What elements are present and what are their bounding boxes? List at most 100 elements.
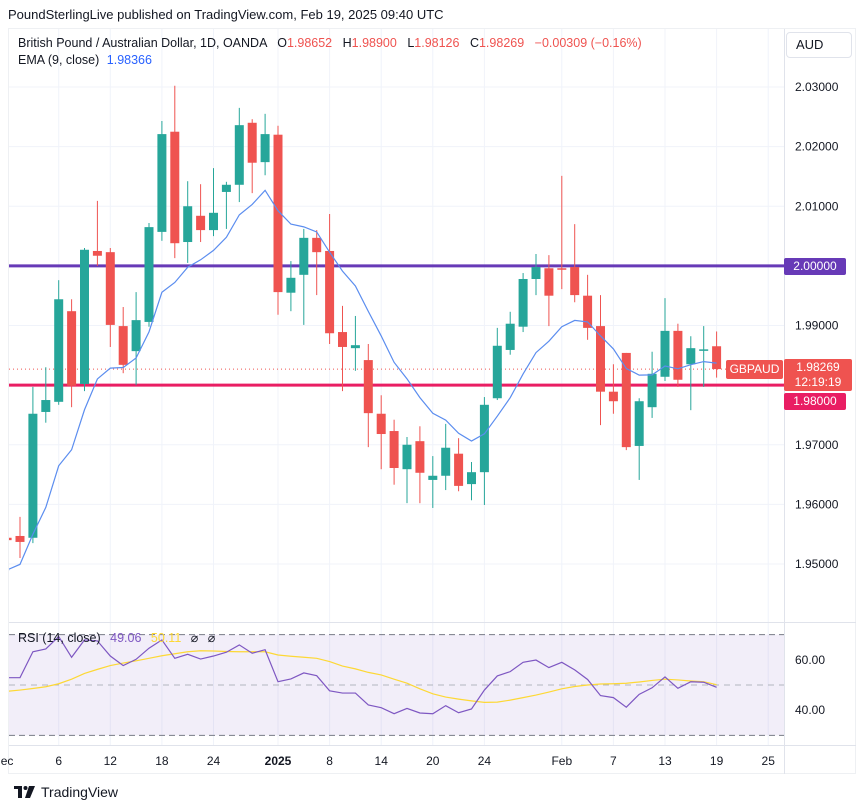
candle-body xyxy=(234,125,244,185)
price-axis-label: 1.96000 xyxy=(795,497,839,511)
candle-body xyxy=(621,352,631,448)
rsi-ma-value: 50.11 xyxy=(150,631,182,645)
candle-body xyxy=(28,413,38,538)
candle-body xyxy=(518,278,528,327)
level-198-tag: 1.98000 xyxy=(784,393,846,410)
candle-body xyxy=(699,349,709,351)
candle-body xyxy=(273,134,283,293)
candle-body xyxy=(9,537,12,541)
ema-line xyxy=(9,189,717,572)
chart-frame xyxy=(8,28,856,774)
tradingview-brand: TradingView xyxy=(41,784,119,800)
rsi-extra-2: ⌀ xyxy=(207,631,216,645)
tradingview-logo[interactable]: TradingView xyxy=(14,784,118,800)
symbol-price-tag: GBPAUD xyxy=(726,360,783,379)
candle-body xyxy=(570,267,580,296)
time-axis-label: 12 xyxy=(104,754,118,768)
candle-body xyxy=(260,134,270,163)
candle-body xyxy=(325,250,335,334)
candle-body xyxy=(118,326,128,365)
close-value: 1.98269 xyxy=(478,36,525,50)
candle-body xyxy=(312,237,322,253)
candle-body xyxy=(363,360,373,414)
price-axis-label: 2.01000 xyxy=(795,199,839,213)
published-header: PoundSterlingLive published on TradingVi… xyxy=(8,7,444,22)
price-axis-label: 1.97000 xyxy=(795,438,839,452)
time-axis-label: 18 xyxy=(155,754,169,768)
price-axis-label: 2.02000 xyxy=(795,140,839,154)
open-value: 1.98652 xyxy=(286,36,333,50)
candle-body xyxy=(196,215,206,231)
candle-body xyxy=(247,122,257,163)
time-axis-label: 20 xyxy=(426,754,440,768)
rsi-label[interactable]: RSI (14, close) xyxy=(18,631,101,645)
candle-body xyxy=(428,475,438,480)
time-axis-label: 6 xyxy=(55,754,62,768)
candle-body xyxy=(131,320,141,352)
rsi-legend: RSI (14, close) 49.06 50.11 ⌀ ⌀ xyxy=(18,630,215,645)
low-label: L xyxy=(407,36,415,50)
low-value: 1.98126 xyxy=(414,36,460,50)
candle-body xyxy=(479,404,489,473)
ema-label[interactable]: EMA (9, close) xyxy=(18,53,100,67)
symbol-title[interactable]: British Pound / Australian Dollar, 1D, O… xyxy=(18,36,267,50)
price-axis-label: 2.03000 xyxy=(795,80,839,94)
rsi-axis-label: 60.00 xyxy=(795,653,825,667)
current-price-tag: 1.98269 12:19:19 xyxy=(784,359,852,391)
candle-body xyxy=(80,249,89,384)
tradingview-logo-icon xyxy=(14,786,35,798)
price-axis-label: 1.99000 xyxy=(795,319,839,333)
candle-body xyxy=(144,227,154,322)
candle-body xyxy=(505,323,515,350)
candle-body xyxy=(105,252,115,325)
current-price: 1.98269 xyxy=(796,360,840,374)
time-axis-label: ec xyxy=(1,754,14,768)
time-axis-label: 25 xyxy=(762,754,776,768)
open-label: O xyxy=(277,36,287,50)
candle-body xyxy=(454,453,464,486)
candle-body xyxy=(389,431,399,469)
symbol-legend: British Pound / Australian Dollar, 1D, O… xyxy=(18,36,642,50)
candle-body xyxy=(350,345,360,349)
candle-body xyxy=(634,401,644,446)
candle-body xyxy=(441,447,451,476)
candle-body xyxy=(557,268,567,270)
candle-body xyxy=(67,311,77,386)
candle-body xyxy=(467,472,476,485)
change-value: −0.00309 (−0.16%) xyxy=(534,36,642,50)
rsi-line xyxy=(9,635,717,715)
candle-body xyxy=(686,348,696,365)
candle-body xyxy=(660,330,670,377)
candle-body xyxy=(673,330,683,380)
candle-body xyxy=(647,373,657,408)
candle-body xyxy=(54,299,64,402)
high-value: 1.98900 xyxy=(351,36,397,50)
candle-body xyxy=(376,413,386,435)
high-label: H xyxy=(342,36,352,50)
candle-body xyxy=(531,267,541,279)
candle-body xyxy=(15,535,25,542)
candle-body xyxy=(221,184,231,192)
candle-body xyxy=(712,346,722,370)
candle-body xyxy=(286,277,296,293)
time-axis-label: 14 xyxy=(375,754,389,768)
time-axis-label: 2025 xyxy=(265,754,292,768)
candle-body xyxy=(41,400,51,412)
candle-body xyxy=(608,391,618,402)
candle-body xyxy=(183,206,193,243)
level-2-tag: 2.00000 xyxy=(784,258,846,275)
time-axis-label: Feb xyxy=(551,754,572,768)
candle-body xyxy=(299,237,309,275)
candle-body xyxy=(209,212,218,231)
close-label: C xyxy=(469,36,479,50)
rsi-extra-1: ⌀ xyxy=(190,631,199,645)
candle-body xyxy=(492,345,502,399)
ema-value: 1.98366 xyxy=(106,53,152,67)
time-axis-label: 8 xyxy=(326,754,333,768)
price-axis-label: 1.95000 xyxy=(795,557,839,571)
currency-button[interactable]: AUD xyxy=(786,32,852,58)
time-axis-label: 24 xyxy=(207,754,221,768)
candle-body xyxy=(157,134,167,232)
rsi-ma-line xyxy=(9,650,717,703)
